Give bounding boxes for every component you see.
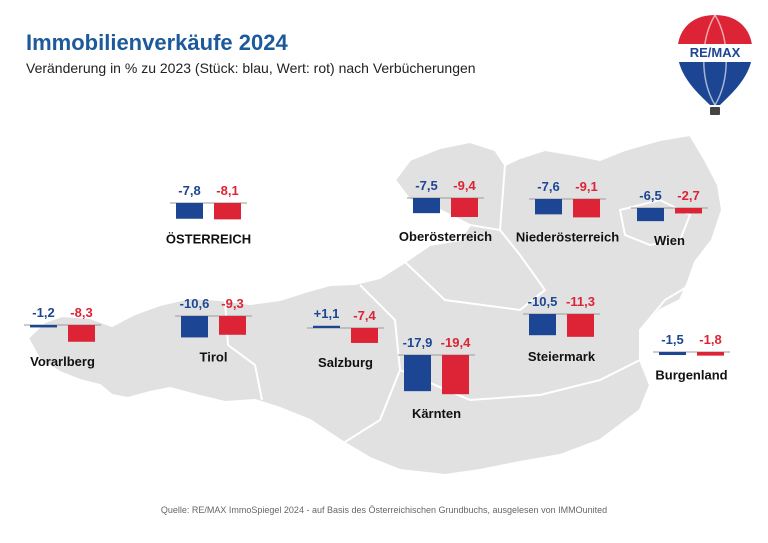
logo-text: RE/MAX: [690, 45, 741, 60]
value-label-wert: -9,1: [575, 179, 597, 194]
bar-stueck: [535, 199, 562, 215]
bar-wert: [697, 352, 724, 356]
bar-wert: [68, 325, 95, 342]
region-label: Burgenland: [655, 368, 727, 383]
value-label-wert: -1,8: [699, 332, 721, 347]
bar-stueck: [176, 203, 203, 219]
value-label-stueck: +1,1: [314, 306, 340, 321]
region-label: Oberösterreich: [399, 229, 492, 244]
value-label-stueck: -7,5: [415, 178, 437, 193]
bar-wert: [675, 208, 702, 214]
region-group-burgenland: -1,5 -1,8 Burgenland: [653, 332, 730, 383]
bar-wert: [442, 355, 469, 395]
value-label-wert: -9,3: [221, 296, 243, 311]
region-group-österreich: -7,8 -8,1 ÖSTERREICH: [166, 183, 251, 246]
region-group-niederösterreich: -7,6 -9,1 Niederösterreich: [516, 179, 619, 244]
value-label-stueck: -17,9: [403, 335, 433, 350]
value-label-wert: -7,4: [353, 308, 376, 323]
region-label: ÖSTERREICH: [166, 231, 251, 246]
value-label-stueck: -1,5: [661, 332, 683, 347]
region-label: Tirol: [200, 349, 228, 364]
region-group-kärnten: -17,9 -19,4 Kärnten: [398, 335, 475, 421]
value-label-stueck: -10,5: [528, 294, 558, 309]
value-label-wert: -19,4: [441, 335, 471, 350]
region-group-oberösterreich: -7,5 -9,4 Oberösterreich: [399, 178, 492, 244]
region-group-salzburg: +1,1 -7,4 Salzburg: [307, 306, 384, 370]
region-group-tirol: -10,6 -9,3 Tirol: [175, 296, 252, 364]
chart-subtitle: Veränderung in % zu 2023 (Stück: blau, W…: [26, 60, 476, 76]
bar-stueck: [413, 198, 440, 214]
bar-stueck: [181, 316, 208, 338]
bar-wert: [214, 203, 241, 220]
region-group-vorarlberg: -1,2 -8,3 Vorarlberg: [24, 305, 101, 369]
value-label-wert: -9,4: [453, 178, 476, 193]
region-label: Wien: [654, 233, 685, 248]
bar-stueck: [529, 314, 556, 336]
bar-stueck: [313, 325, 340, 328]
value-label-stueck: -10,6: [180, 296, 210, 311]
region-label: Kärnten: [412, 406, 461, 421]
region-label: Salzburg: [318, 355, 373, 370]
bar-wert: [351, 328, 378, 343]
value-label-wert: -2,7: [677, 188, 699, 203]
region-label: Steiermark: [528, 349, 596, 364]
bar-wert: [567, 314, 594, 337]
remax-balloon-logo: RE/MAX: [677, 15, 753, 115]
region-group-steiermark: -10,5 -11,3 Steiermark: [523, 294, 600, 364]
region-label: Vorarlberg: [30, 354, 95, 369]
value-label-stueck: -1,2: [32, 305, 54, 320]
bar-stueck: [637, 208, 664, 222]
bar-wert: [573, 199, 600, 218]
chart-title: Immobilienverkäufe 2024: [26, 30, 288, 55]
value-label-wert: -11,3: [566, 294, 595, 309]
source-note: Quelle: RE/MAX ImmoSpiegel 2024 - auf Ba…: [160, 505, 608, 515]
value-label-wert: -8,3: [70, 305, 92, 320]
bar-stueck: [30, 325, 57, 328]
value-label-stueck: -7,6: [537, 179, 559, 194]
region-group-wien: -6,5 -2,7 Wien: [631, 188, 708, 248]
value-label-stueck: -7,8: [178, 183, 200, 198]
region-label: Niederösterreich: [516, 229, 619, 244]
bar-wert: [219, 316, 246, 335]
bar-wert: [451, 198, 478, 217]
value-label-stueck: -6,5: [639, 188, 661, 203]
bar-stueck: [404, 355, 431, 392]
bar-stueck: [659, 352, 686, 356]
value-label-wert: -8,1: [216, 183, 238, 198]
